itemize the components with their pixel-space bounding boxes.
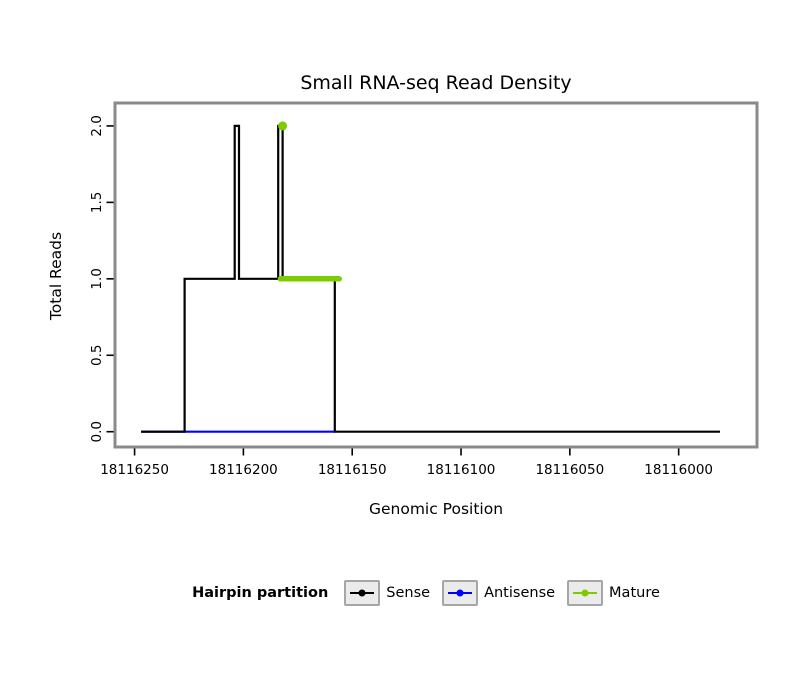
legend: Hairpin partition Sense Antisense Mature — [0, 580, 810, 606]
legend-glyph-mature — [573, 589, 598, 597]
legend-label-mature: Mature — [609, 585, 660, 601]
legend-key-sense — [344, 580, 381, 606]
legend-key-mature — [567, 580, 604, 606]
legend-entries: Sense Antisense Mature — [344, 580, 672, 606]
legend-glyph-antisense — [448, 589, 473, 597]
legend-glyph-sense — [350, 589, 375, 597]
legend-item-mature: Mature — [567, 580, 660, 606]
legend-item-antisense: Antisense — [442, 580, 555, 606]
x-tick-label: 18116200 — [209, 462, 278, 478]
x-axis-label: Genomic Position — [368, 500, 504, 518]
y-tick-label: 0.0 — [89, 421, 105, 442]
x-tick-label: 18116050 — [535, 462, 604, 478]
y-tick-label: 0.5 — [89, 345, 105, 366]
x-tick-label: 18116250 — [100, 462, 169, 478]
series-mature-marker — [278, 121, 288, 131]
x-tick-label: 18116100 — [427, 462, 496, 478]
legend-title: Hairpin partition — [192, 585, 329, 601]
y-tick-label: 2.0 — [89, 115, 105, 136]
plot-border — [113, 101, 759, 449]
legend-key-antisense — [442, 580, 479, 606]
plot-area: 18116250 18116200 18116150 18116100 18116050… — [89, 101, 759, 478]
legend-item-sense: Sense — [344, 580, 430, 606]
y-tick-label: 1.0 — [89, 268, 105, 289]
y-tick-label: 1.5 — [89, 192, 105, 213]
legend-label-antisense: Antisense — [484, 585, 556, 601]
x-tick-label: 18116000 — [644, 462, 713, 478]
x-tick-label: 18116150 — [318, 462, 387, 478]
plot-panel — [115, 103, 757, 447]
chart-title: Small RNA-seq Read Density — [300, 72, 572, 94]
legend-label-sense: Sense — [386, 585, 431, 601]
